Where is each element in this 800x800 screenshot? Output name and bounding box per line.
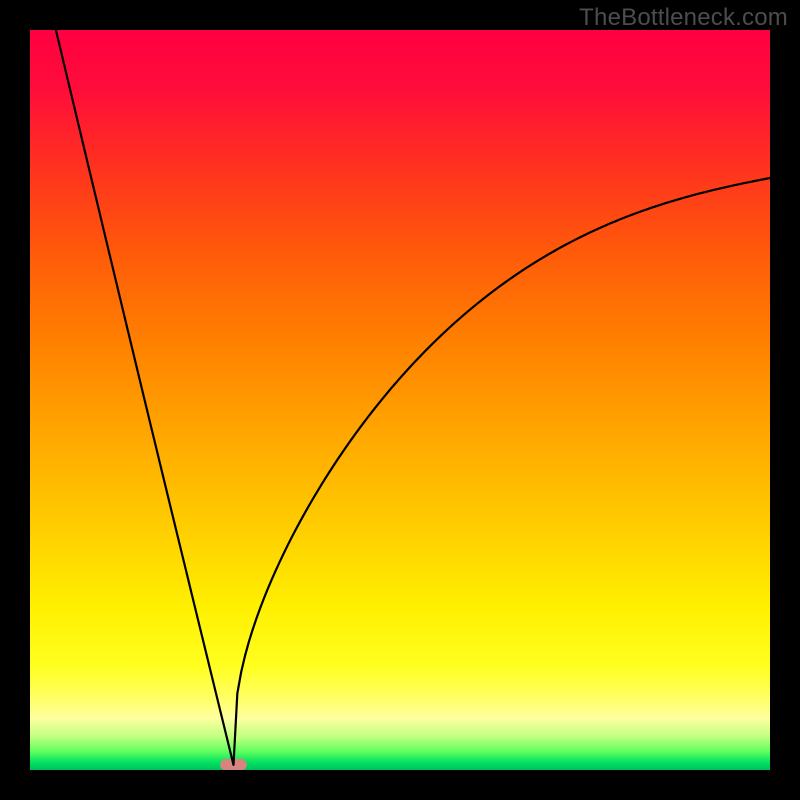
watermark-text: TheBottleneck.com <box>579 4 788 32</box>
plot-area <box>30 30 770 770</box>
plot-svg <box>30 30 770 770</box>
chart-frame: TheBottleneck.com <box>0 0 800 800</box>
gradient-background <box>30 30 770 770</box>
